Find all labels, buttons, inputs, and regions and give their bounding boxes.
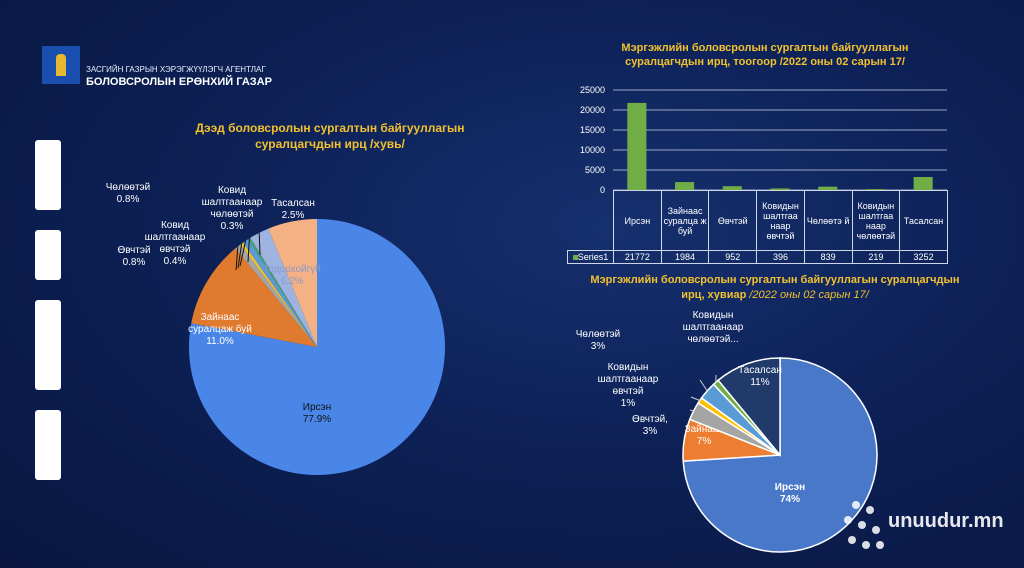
pie-slice-1 [191,248,317,347]
pie-label-1: Зайнаас суралцаж буй 11.0% [188,312,252,347]
value-cell: 3252 [899,250,948,264]
leader-line [247,238,250,263]
pie-slice-6 [250,228,317,347]
pie-label-4: Чөлөөтэй 0.8% [106,182,150,205]
pie-label-5: Ковидын шалтгаанаар чөлөөтэй... [683,310,744,345]
leader-line [699,379,708,392]
category-label: Тасалсан [899,190,948,251]
bar-2 [722,186,742,190]
watermark: unuudur.mn [888,510,1004,532]
pie-label-0: Ирсэн 77.9% [303,402,332,425]
bar-1 [675,182,695,190]
bar-5 [865,189,885,191]
pie-label-6: Тасалсан 2.5% [271,198,315,221]
leader-line [689,409,694,412]
y-tick-label: 10000 [580,145,605,155]
pie-label-3: Ковид шалтгаанаар өвчтэй 0.4% [145,220,206,267]
y-tick-label: 0 [600,185,605,195]
pie1-title: Дээд боловсролын сургалтын байгууллагын … [195,121,465,151]
category-row: Ирсэн Зайнаас суралца ж буй Өвчтэй Ковидын … [567,190,948,251]
value-cell: 21772 [613,250,662,264]
pie-label-0: Ирсэн 74% [775,482,805,505]
mongolian-script-decoration [28,140,68,480]
bar-4 [818,186,838,190]
pie2-subtitle: /2022 оны 02 сарын 17/ [749,289,869,301]
series-row: Series1 21772 1984 952 396 839 219 3252 [567,250,948,264]
category-label: Ирсэн [613,190,662,251]
pie-label-6: Тасалсан 11% [738,365,782,388]
pie-label-7: Тодорхойгүй 6.2% [263,264,321,287]
leader-line [258,232,261,256]
y-tick-label: 25000 [580,85,605,95]
category-label: Ковидын шалтгаа наар чөлөөтэй [851,190,901,251]
pie2-title: Мэргэжлийн боловсролын сургалтын байгуул… [590,273,960,303]
y-tick-label: 20000 [580,105,605,115]
leader-line [239,240,247,267]
pie2-title-text: Мэргэжлийн боловсролын сургалтын байгуул… [590,274,960,301]
pie-slice-2 [235,244,317,347]
leader-line [690,396,700,401]
org-title: БОЛОВСРОЛЫН ЕРӨНХИЙ ГАЗАР [86,76,272,88]
pie-label-5: Ковид шалтгаанаар чөлөөтэй 0.3% [202,185,263,232]
watermark-logo-icon [844,501,884,549]
pie-slice-5 [248,237,317,347]
pie-slice-3 [240,242,317,347]
y-tick-label: 15000 [580,125,605,135]
pie-label-4: Чөлөөтэй 3% [576,329,620,352]
category-label: Ковидын шалтгаа наар өвчтэй [756,190,805,251]
legend-series1: Series1 [567,250,614,264]
value-cell: 1984 [660,250,710,264]
bar-title: Мэргэжлийн боловсролын сургалтын байгуул… [621,42,909,68]
pie-label-2: Өвчтэй, 3% [632,414,668,437]
pie-slice-4 [243,238,317,347]
pie-label-1: Зайнаас 7% [685,424,724,447]
leader-line [237,243,243,269]
pie-label-2: Өвчтэй 0.8% [117,245,150,268]
bar-0 [627,102,647,190]
bar-data-table: Ирсэн Зайнаас суралца ж буй Өвчтэй Ковидын … [567,190,948,264]
emblem-logo [42,46,80,84]
y-tick-label: 5000 [585,165,605,175]
pie-slice-6 [717,357,781,458]
bar-6 [913,176,933,190]
pie-slice-7 [268,219,317,347]
bar-3 [770,188,790,190]
pie-label-3: Ковидын шалтгаанаар өвчтэй 1% [598,362,659,409]
leader-line [235,246,239,271]
category-label: Өвчтэй [708,190,758,251]
org-subtitle: ЗАСГИЙН ГАЗРЫН ХЭРЭГЖҮҮЛЭГЧ АГЕНТЛАГ [86,65,266,74]
